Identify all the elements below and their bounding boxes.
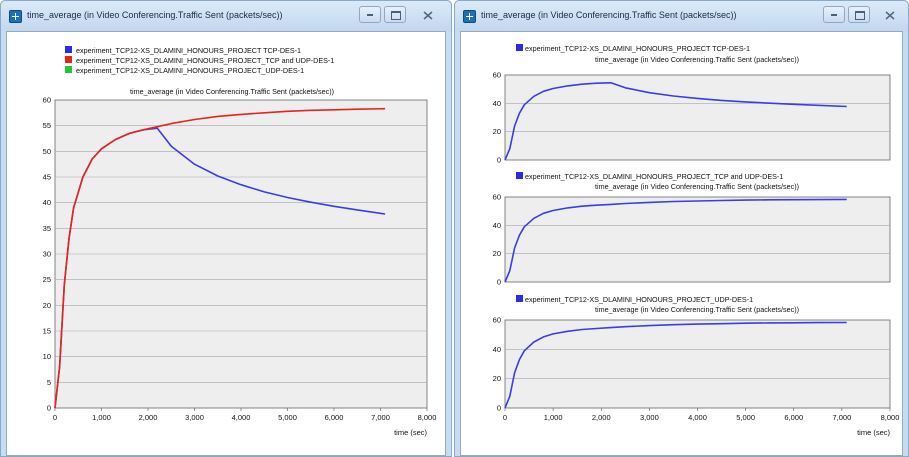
x-tick-label: 2,000 (139, 413, 158, 422)
x-tick-label: 0 (53, 413, 57, 422)
chart-left: experiment_TCP12-XS_DLAMINI_HONOURS_PROJ… (43, 46, 437, 437)
legend-label-tcp: experiment_TCP12-XS_DLAMINI_HONOURS_PROJ… (76, 46, 301, 55)
x-tick-label: 8,000 (881, 413, 900, 422)
maximize-button[interactable] (848, 6, 870, 23)
legend-label-tcp-udp: experiment_TCP12-XS_DLAMINI_HONOURS_PROJ… (76, 56, 334, 65)
close-button[interactable] (413, 6, 441, 23)
legend-swatch-tcp-udp (65, 56, 72, 63)
close-icon (423, 11, 433, 20)
y-tick-label: 45 (43, 173, 51, 182)
y-tick-label: 5 (47, 378, 51, 387)
y-tick-label: 35 (43, 224, 51, 233)
charts-right: experiment_TCP12-XS_DLAMINI_HONOURS_PROJ… (493, 44, 900, 437)
y-tick-label: 30 (43, 250, 51, 259)
app-icon (463, 10, 476, 23)
x-tick-label: 1,000 (544, 413, 563, 422)
legend-swatch-tcp (516, 44, 523, 51)
analysis-window-right: time_average (in Video Conferencing.Traf… (454, 0, 909, 457)
legend-label-udp: experiment_TCP12-XS_DLAMINI_HONOURS_PROJ… (525, 295, 753, 304)
y-tick-label: 55 (43, 121, 51, 130)
chart-title: time_average (in Video Conferencing.Traf… (130, 87, 334, 96)
plot-area-udp (504, 319, 891, 409)
y-tick-label: 40 (43, 198, 51, 207)
x-tick-label: 3,000 (640, 413, 659, 422)
analysis-window-left: time_average (in Video Conferencing.Traf… (0, 0, 452, 457)
legend-left: experiment_TCP12-XS_DLAMINI_HONOURS_PROJ… (65, 46, 334, 75)
y-tick-label: 0 (497, 156, 501, 165)
series-line (54, 107, 386, 409)
x-tick-label: 1,000 (92, 413, 111, 422)
y-tick-label: 0 (497, 278, 501, 287)
y-tick-label: 60 (493, 71, 501, 80)
legend-swatch-tcp (65, 46, 72, 53)
series-line (504, 198, 847, 283)
y-tick-label: 50 (43, 147, 51, 156)
close-button[interactable] (875, 6, 903, 23)
x-tick-label: 8,000 (418, 413, 437, 422)
y-tick-label: 0 (47, 404, 51, 413)
x-tick-label: 6,000 (784, 413, 803, 422)
y-tick-label: 40 (493, 345, 501, 354)
y-tick-label: 60 (493, 193, 501, 202)
series-line (504, 81, 847, 161)
graph-panel-left: experiment_TCP12-XS_DLAMINI_HONOURS_PROJ… (6, 31, 446, 456)
x-tick-label: 7,000 (832, 413, 851, 422)
y-tick-label: 20 (493, 249, 501, 258)
plot-area-tcp (504, 74, 891, 161)
y-tick-label: 10 (43, 352, 51, 361)
y-tick-label: 20 (493, 127, 501, 136)
window-title-bar[interactable]: time_average (in Video Conferencing.Traf… (1, 1, 451, 31)
y-tick-label: 15 (43, 327, 51, 336)
window-title: time_average (in Video Conferencing.Traf… (27, 10, 283, 20)
window-title: time_average (in Video Conferencing.Traf… (481, 10, 737, 20)
y-tick-label: 0 (497, 404, 501, 413)
minimize-button[interactable] (823, 6, 845, 23)
y-tick-label: 60 (493, 316, 501, 325)
x-tick-label: 5,000 (278, 413, 297, 422)
x-tick-label: 0 (503, 413, 507, 422)
y-tick-label: 60 (43, 96, 51, 105)
close-icon (885, 11, 895, 20)
y-tick-label: 40 (493, 221, 501, 230)
legend-label-udp: experiment_TCP12-XS_DLAMINI_HONOURS_PROJ… (76, 66, 304, 75)
y-tick-label: 20 (493, 374, 501, 383)
maximize-button[interactable] (384, 6, 406, 23)
chart-title-tcp-udp: time_average (in Video Conferencing.Traf… (595, 182, 799, 191)
window-title-bar[interactable]: time_average (in Video Conferencing.Traf… (455, 1, 908, 31)
x-tick-label: 5,000 (736, 413, 755, 422)
plot-area-tcp-udp (504, 196, 891, 283)
x-axis-label: time (sec) (394, 428, 427, 437)
x-axis-label: time (sec) (857, 428, 890, 437)
y-tick-label: 20 (43, 301, 51, 310)
x-tick-label: 4,000 (688, 413, 707, 422)
x-tick-label: 6,000 (325, 413, 344, 422)
legend-label-tcp-udp: experiment_TCP12-XS_DLAMINI_HONOURS_PROJ… (525, 172, 783, 181)
y-tick-label: 25 (43, 275, 51, 284)
legend-label-tcp: experiment_TCP12-XS_DLAMINI_HONOURS_PROJ… (525, 44, 750, 53)
x-tick-label: 7,000 (371, 413, 390, 422)
x-tick-label: 4,000 (232, 413, 251, 422)
minimize-button[interactable] (359, 6, 381, 23)
y-tick-label: 40 (493, 99, 501, 108)
series-line (504, 321, 847, 409)
legend-swatch-udp (516, 295, 523, 302)
legend-swatch-udp (65, 66, 72, 73)
x-tick-label: 3,000 (185, 413, 204, 422)
x-tick-label: 2,000 (592, 413, 611, 422)
chart-title-udp: time_average (in Video Conferencing.Traf… (595, 305, 799, 314)
graph-panel-right: experiment_TCP12-XS_DLAMINI_HONOURS_PROJ… (460, 31, 903, 456)
legend-swatch-tcp-udp (516, 172, 523, 179)
app-icon (9, 10, 22, 23)
chart-title-tcp: time_average (in Video Conferencing.Traf… (595, 55, 799, 64)
